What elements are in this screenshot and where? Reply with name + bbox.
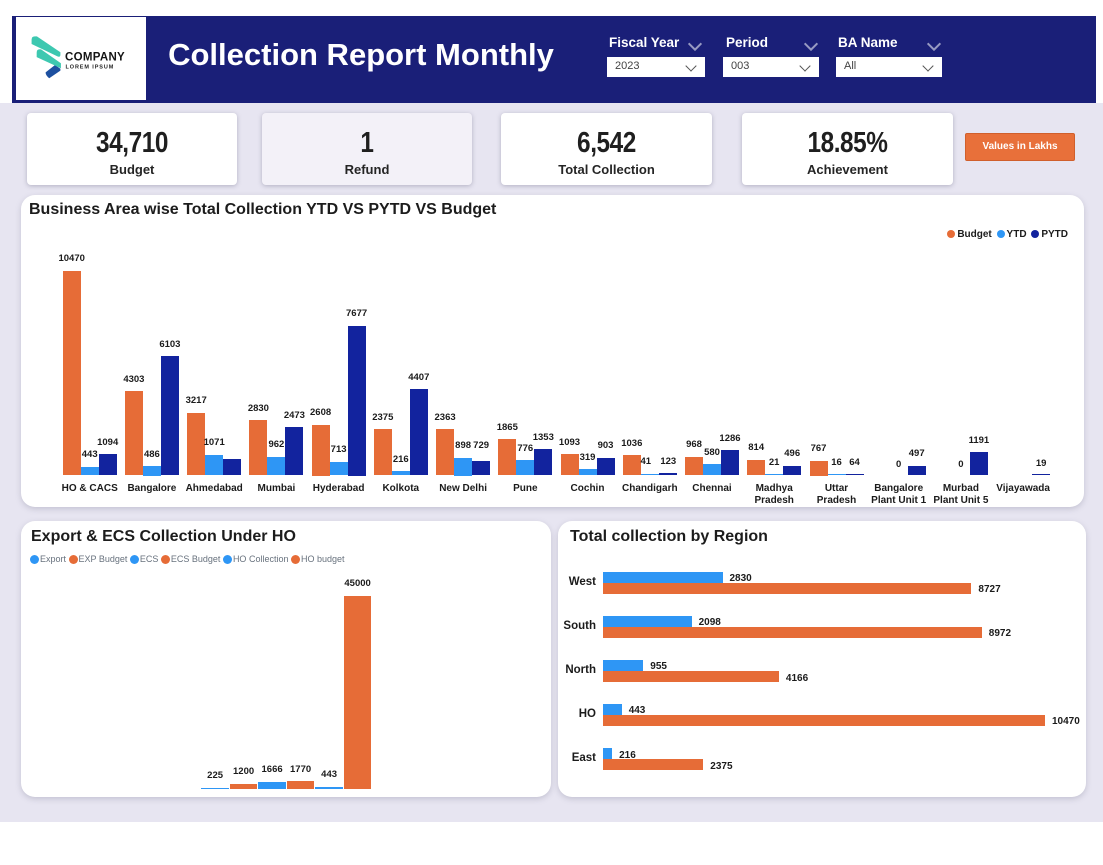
svg-text:COMPANY: COMPANY: [65, 52, 125, 64]
svg-text:LOREM IPSUM: LOREM IPSUM: [66, 64, 115, 70]
